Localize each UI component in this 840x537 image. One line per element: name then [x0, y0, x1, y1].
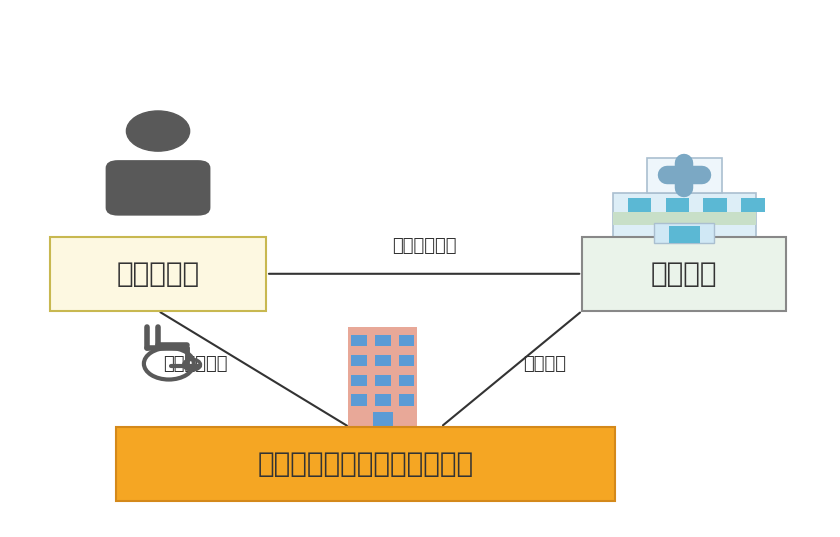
Bar — [351, 375, 367, 386]
Bar — [375, 375, 391, 386]
Text: 保証委託契約: 保証委託契約 — [163, 354, 228, 373]
Bar — [613, 193, 755, 243]
Text: 入院患者様: 入院患者様 — [117, 260, 200, 288]
Bar — [375, 335, 391, 346]
Bar — [742, 198, 765, 212]
Bar — [647, 158, 722, 193]
Bar — [351, 335, 367, 346]
Bar — [50, 237, 266, 311]
Bar — [399, 355, 414, 366]
Bar — [613, 212, 755, 224]
Bar — [399, 395, 414, 405]
Text: 連帯保証人（イントラスト）: 連帯保証人（イントラスト） — [258, 450, 474, 478]
Bar — [375, 395, 391, 405]
Text: 保証契約: 保証契約 — [523, 354, 566, 373]
Bar — [399, 335, 414, 346]
Bar — [665, 198, 689, 212]
Bar — [375, 355, 391, 366]
FancyBboxPatch shape — [106, 160, 210, 216]
Bar — [351, 395, 367, 405]
Bar — [669, 226, 701, 243]
Text: 等潤病院: 等潤病院 — [651, 260, 717, 288]
Bar — [349, 326, 417, 430]
Bar — [117, 427, 616, 501]
Bar — [703, 198, 727, 212]
Bar — [399, 375, 414, 386]
Text: 入院診療契約: 入院診療契約 — [392, 237, 456, 255]
Bar — [373, 412, 392, 430]
Bar — [582, 237, 786, 311]
Bar — [627, 198, 651, 212]
Bar — [654, 223, 715, 243]
Circle shape — [127, 111, 190, 151]
Bar — [351, 355, 367, 366]
